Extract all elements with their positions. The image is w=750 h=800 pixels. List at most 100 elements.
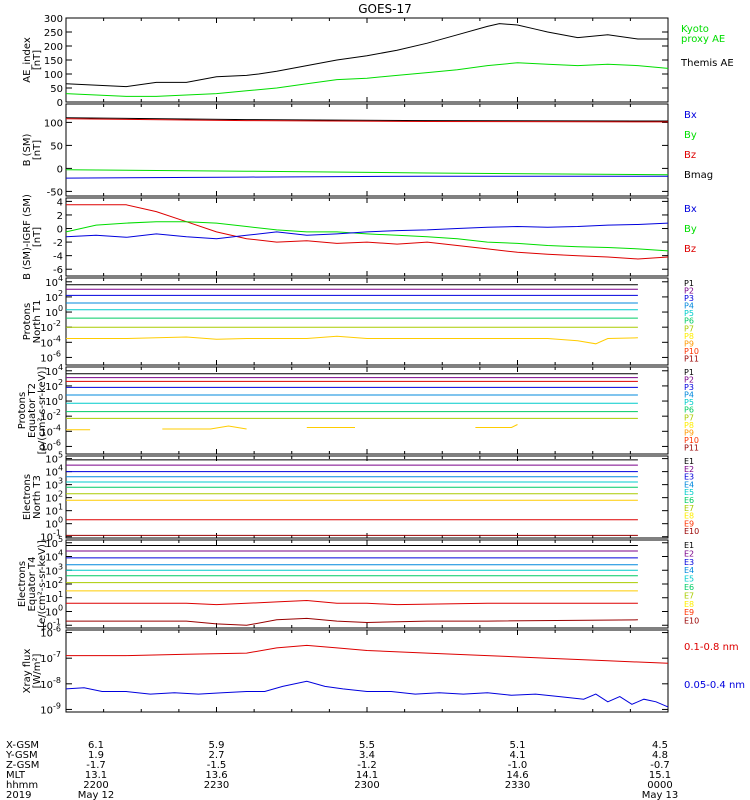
panel-ae: 0 50 100 150 200 250 300 AE_index [nT] Kyotoproxy… bbox=[22, 14, 734, 109]
y-tick-exponent: 0 bbox=[58, 304, 63, 313]
y-axis-label: [W/m²] bbox=[32, 653, 43, 688]
y-tick-exponent: 5 bbox=[58, 451, 63, 460]
legend-entry: P11 bbox=[684, 354, 699, 363]
y-tick-label: 300 bbox=[44, 14, 63, 25]
y-tick-label: 10 bbox=[45, 397, 58, 408]
y-tick-label: 10 bbox=[40, 353, 53, 364]
y-axis-label: [nT] bbox=[32, 227, 43, 247]
y-tick-exponent: -8 bbox=[53, 676, 61, 685]
legend-entry: E5 bbox=[684, 488, 694, 497]
footer-value: 13.1 bbox=[85, 770, 107, 781]
legend-entry: P6 bbox=[684, 406, 694, 415]
y-tick-exponent: -7 bbox=[53, 650, 61, 659]
footer-row-label: MLT bbox=[6, 770, 26, 781]
legend-entry: E8 bbox=[684, 600, 694, 609]
series-line bbox=[65, 169, 669, 176]
legend-entry: E5 bbox=[684, 575, 694, 584]
legend-entry: Bz bbox=[684, 244, 696, 255]
legend-entry: E7 bbox=[684, 591, 694, 600]
plot-title: GOES-17 bbox=[358, 2, 412, 16]
y-tick-label: 10 bbox=[45, 539, 58, 550]
footer-value: 15.1 bbox=[649, 770, 671, 781]
y-tick-label: 10 bbox=[45, 367, 58, 378]
series-line bbox=[475, 424, 518, 428]
legend-entry: P2 bbox=[684, 376, 694, 385]
y-tick-label: 10 bbox=[45, 382, 58, 393]
footer-value: May 12 bbox=[78, 790, 115, 800]
legend-entry: P4 bbox=[684, 302, 694, 311]
legend-entry: P7 bbox=[684, 324, 694, 333]
series-line bbox=[65, 117, 669, 122]
y-axis-label: Protons bbox=[22, 303, 33, 340]
legend-entry: E8 bbox=[684, 512, 694, 521]
y-axis-label: [nT] bbox=[32, 140, 43, 160]
legend-entry: proxy AE bbox=[681, 34, 725, 45]
footer-value: 14.6 bbox=[506, 770, 528, 781]
y-axis-label: AE_index bbox=[22, 37, 33, 83]
y-tick-exponent: -1 bbox=[53, 529, 61, 538]
footer-value: 4.5 bbox=[652, 740, 668, 751]
legend-entry: E9 bbox=[684, 608, 694, 617]
footer-row-label: hhmm bbox=[6, 780, 38, 791]
legend-entry: Bmag bbox=[684, 170, 713, 181]
y-tick-exponent: 2 bbox=[58, 576, 63, 585]
y-axis-label: Protons bbox=[17, 392, 28, 429]
y-tick-label: 10 bbox=[45, 278, 58, 289]
legend-entry: P2 bbox=[684, 287, 694, 296]
footer-value: 3.4 bbox=[359, 750, 375, 761]
footer-row-label: 2019 bbox=[6, 790, 31, 800]
y-tick-label: 2 bbox=[57, 211, 63, 222]
y-tick-exponent: 5 bbox=[58, 535, 63, 544]
y-tick-label: 250 bbox=[44, 28, 63, 39]
y-tick-label: 10 bbox=[40, 323, 53, 334]
y-axis-label: Electrons bbox=[17, 561, 28, 607]
footer-value: 0000 bbox=[647, 780, 672, 791]
y-tick-exponent: 4 bbox=[58, 549, 63, 558]
legend-entry: E2 bbox=[684, 465, 694, 474]
y-axis-label: North T3 bbox=[32, 475, 43, 519]
legend-entry: P5 bbox=[684, 309, 694, 318]
footer-value: 5.1 bbox=[510, 740, 526, 751]
panel-frame bbox=[65, 629, 669, 713]
legend-entry: Themis AE bbox=[680, 58, 734, 69]
y-tick-label: 50 bbox=[50, 141, 63, 152]
legend-entry: E4 bbox=[684, 480, 694, 489]
footer-value: 1.9 bbox=[88, 750, 104, 761]
legend-entry: E4 bbox=[684, 566, 694, 575]
legend-entry: E10 bbox=[684, 527, 699, 536]
legend-entry: 0.05-0.4 nm bbox=[684, 680, 745, 691]
series-line bbox=[65, 118, 669, 123]
panel-frame bbox=[65, 103, 669, 197]
y-tick-exponent: 0 bbox=[58, 393, 63, 402]
footer-value: -1.7 bbox=[86, 760, 106, 771]
y-tick-label: 100 bbox=[44, 118, 63, 129]
footer-row-label: Z-GSM bbox=[6, 760, 39, 771]
footer-value: 5.9 bbox=[209, 740, 225, 751]
series-line bbox=[66, 599, 638, 606]
legend-entry: Bx bbox=[684, 110, 697, 121]
y-tick-label: 50 bbox=[50, 84, 63, 95]
y-tick-label: -4 bbox=[53, 252, 63, 263]
series-line bbox=[65, 175, 668, 179]
y-tick-label: 10 bbox=[40, 680, 53, 691]
legend-entry: E6 bbox=[684, 496, 694, 505]
footer-value: 13.6 bbox=[205, 770, 227, 781]
footer-value: 6.1 bbox=[88, 740, 104, 751]
y-axis-label: [e/(cm²-s-sr-keV)] bbox=[37, 540, 48, 628]
series-line bbox=[65, 23, 668, 88]
panel-frame bbox=[65, 539, 669, 629]
legend-entry: Kyoto bbox=[681, 24, 709, 35]
y-tick-exponent: -6 bbox=[53, 625, 61, 634]
panel-frame bbox=[65, 17, 669, 103]
y-tick-label: -6 bbox=[53, 265, 63, 276]
y-tick-label: 10 bbox=[40, 427, 53, 438]
legend-entry: E10 bbox=[684, 617, 699, 626]
y-tick-label: 10 bbox=[40, 654, 53, 665]
footer-value: 2330 bbox=[505, 780, 530, 791]
series-line bbox=[162, 425, 247, 430]
y-tick-exponent: -9 bbox=[53, 701, 61, 710]
